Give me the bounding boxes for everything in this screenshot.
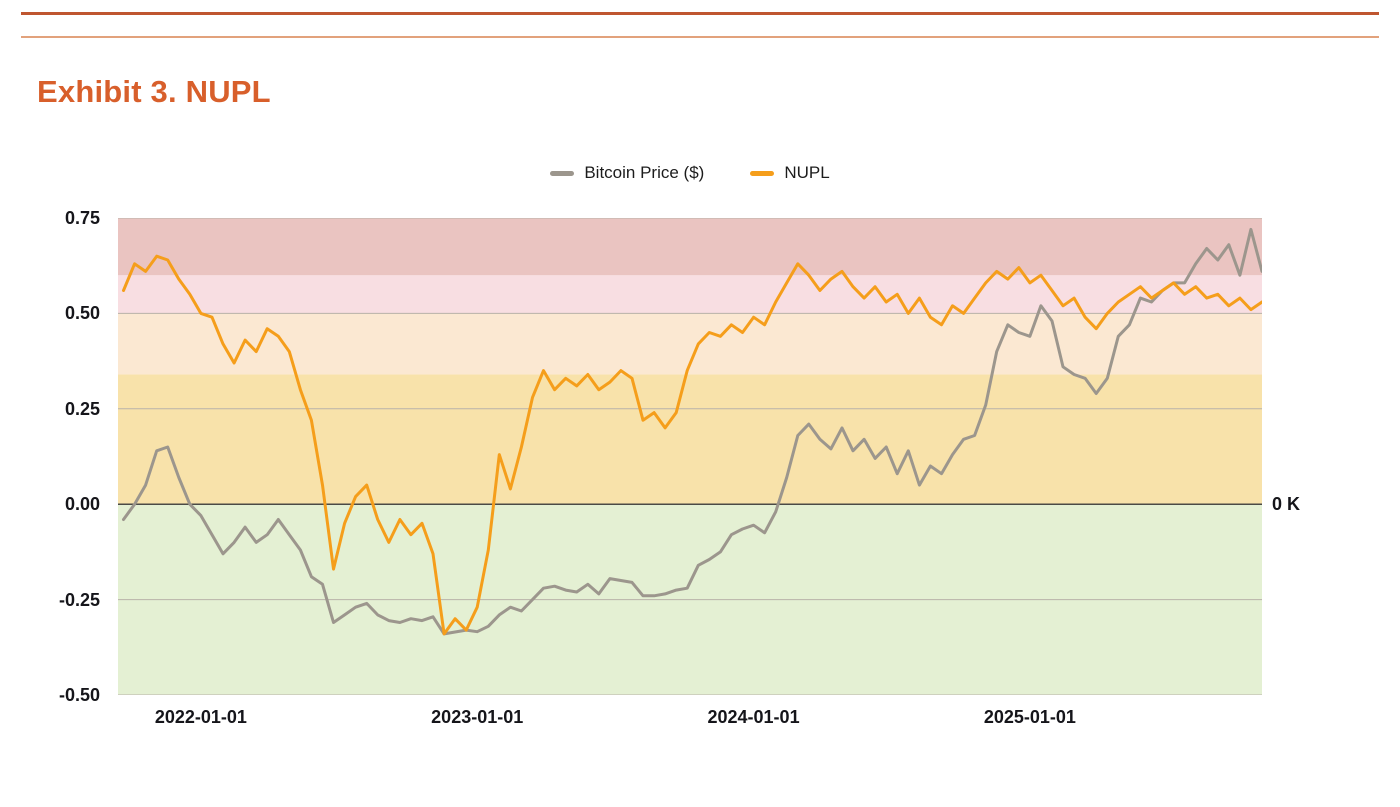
y-left-tick-label: 0.50 — [64, 303, 100, 324]
top-rule-secondary — [21, 36, 1379, 38]
x-tick-label: 2024-01-01 — [707, 707, 800, 727]
x-tick-label: 2023-01-01 — [431, 707, 524, 727]
legend-label-bitcoin-price: Bitcoin Price ($) — [584, 163, 705, 182]
legend-item-nupl: NUPL — [750, 163, 830, 183]
legend-item-bitcoin-price: Bitcoin Price ($) — [550, 163, 704, 183]
x-tick-label: 2025-01-01 — [983, 707, 1076, 727]
y-left-tick-label: -0.50 — [58, 685, 100, 705]
y-left-tick-label: 0.25 — [64, 398, 100, 419]
y-left-tick-label: 0.00 — [64, 494, 100, 515]
bitcoin-price-swatch-icon — [550, 170, 575, 176]
y-left-tick-label: 0.75 — [64, 208, 100, 228]
top-rule-primary — [21, 12, 1379, 15]
plot-area — [118, 217, 1264, 696]
legend-label-nupl: NUPL — [784, 163, 830, 182]
nupl-chart-svg — [118, 217, 1264, 696]
chart-legend: Bitcoin Price ($) NUPL — [118, 163, 1262, 183]
exhibit-title: Exhibit 3. NUPL — [37, 74, 271, 109]
nupl-swatch-icon — [750, 170, 775, 176]
y-right-tick-label: 0 K — [1272, 494, 1301, 515]
x-tick-label: 2022-01-01 — [154, 707, 247, 727]
y-left-tick-label: -0.25 — [58, 589, 100, 610]
